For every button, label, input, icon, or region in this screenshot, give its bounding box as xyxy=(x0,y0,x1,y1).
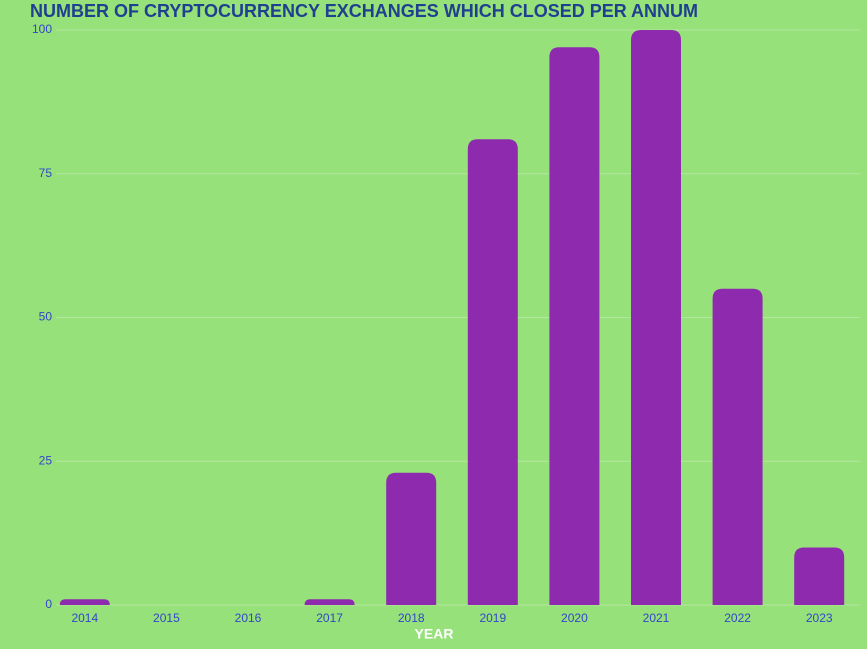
x-tick-label: 2014 xyxy=(71,611,98,625)
bar xyxy=(549,47,600,605)
x-tick-label: 2015 xyxy=(153,611,180,625)
x-tick-label: 2022 xyxy=(724,611,751,625)
y-tick-label: 75 xyxy=(39,166,53,180)
x-axis-label: YEAR xyxy=(415,626,454,642)
x-tick-label: 2020 xyxy=(561,611,588,625)
bar xyxy=(712,288,763,605)
bar xyxy=(304,599,355,605)
bar xyxy=(467,139,518,605)
y-tick-label: 100 xyxy=(32,22,52,36)
bar xyxy=(386,472,437,605)
y-tick-label: 25 xyxy=(39,453,53,467)
y-tick-label: 0 xyxy=(45,597,52,611)
bar xyxy=(631,30,681,605)
y-tick-label: 50 xyxy=(39,310,53,324)
bar xyxy=(794,547,845,605)
x-tick-label: 2017 xyxy=(316,611,343,625)
chart-title: NUMBER OF CRYPTOCURRENCY EXCHANGES WHICH… xyxy=(30,1,698,21)
bar xyxy=(59,599,110,605)
x-tick-label: 2018 xyxy=(398,611,425,625)
x-tick-label: 2023 xyxy=(806,611,833,625)
x-tick-label: 2019 xyxy=(479,611,506,625)
x-tick-label: 2016 xyxy=(235,611,262,625)
x-tick-label: 2021 xyxy=(643,611,670,625)
